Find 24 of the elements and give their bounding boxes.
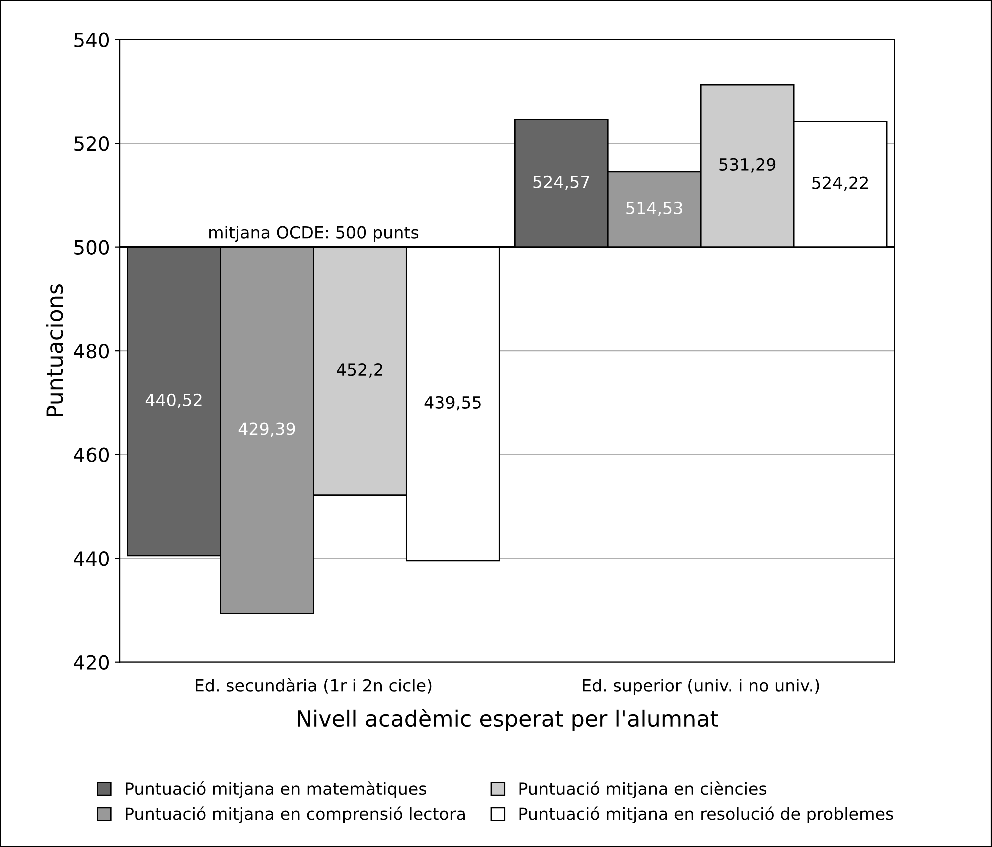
- legend-label: Puntuació mitjana en comprensió lectora: [126, 806, 465, 824]
- y-tick-label: 520: [74, 136, 110, 152]
- y-tick-label: 440: [74, 552, 110, 566]
- x-tick-label: Ed. superior (univ. i no univ.): [583, 679, 820, 696]
- y-tick-label: 460: [74, 448, 110, 463]
- legend-label: Puntuació mitjana en ciències: [520, 782, 767, 798]
- data-label: 440,52: [146, 394, 202, 408]
- data-label: 524,22: [812, 176, 868, 192]
- ref-line-label: mitjana OCDE: 500 punts: [210, 226, 419, 242]
- y-tick-label: 480: [74, 344, 110, 359]
- data-label: 452,2: [337, 364, 382, 378]
- data-label: 524,57: [534, 176, 590, 190]
- y-tick-label: 500: [74, 240, 110, 255]
- data-label: 531,29: [720, 158, 776, 173]
- data-label: 514,53: [626, 202, 682, 216]
- x-tick-label: Ed. secundària (1r i 2n cicle): [196, 678, 432, 694]
- y-tick-label: 420: [74, 655, 110, 670]
- legend-label: Puntuació mitjana en matemàtiques: [126, 782, 426, 798]
- data-label: 429,39: [238, 422, 296, 438]
- data-label: 439,55: [424, 396, 481, 411]
- legend-label: Puntuació mitjana en resolució de problemes: [520, 806, 894, 824]
- x-axis-title: Nivell acadèmic esperat per l'alumnat: [298, 709, 718, 732]
- y-tick-label: 540: [74, 32, 110, 48]
- y-axis-title: Puntuacions: [46, 284, 64, 417]
